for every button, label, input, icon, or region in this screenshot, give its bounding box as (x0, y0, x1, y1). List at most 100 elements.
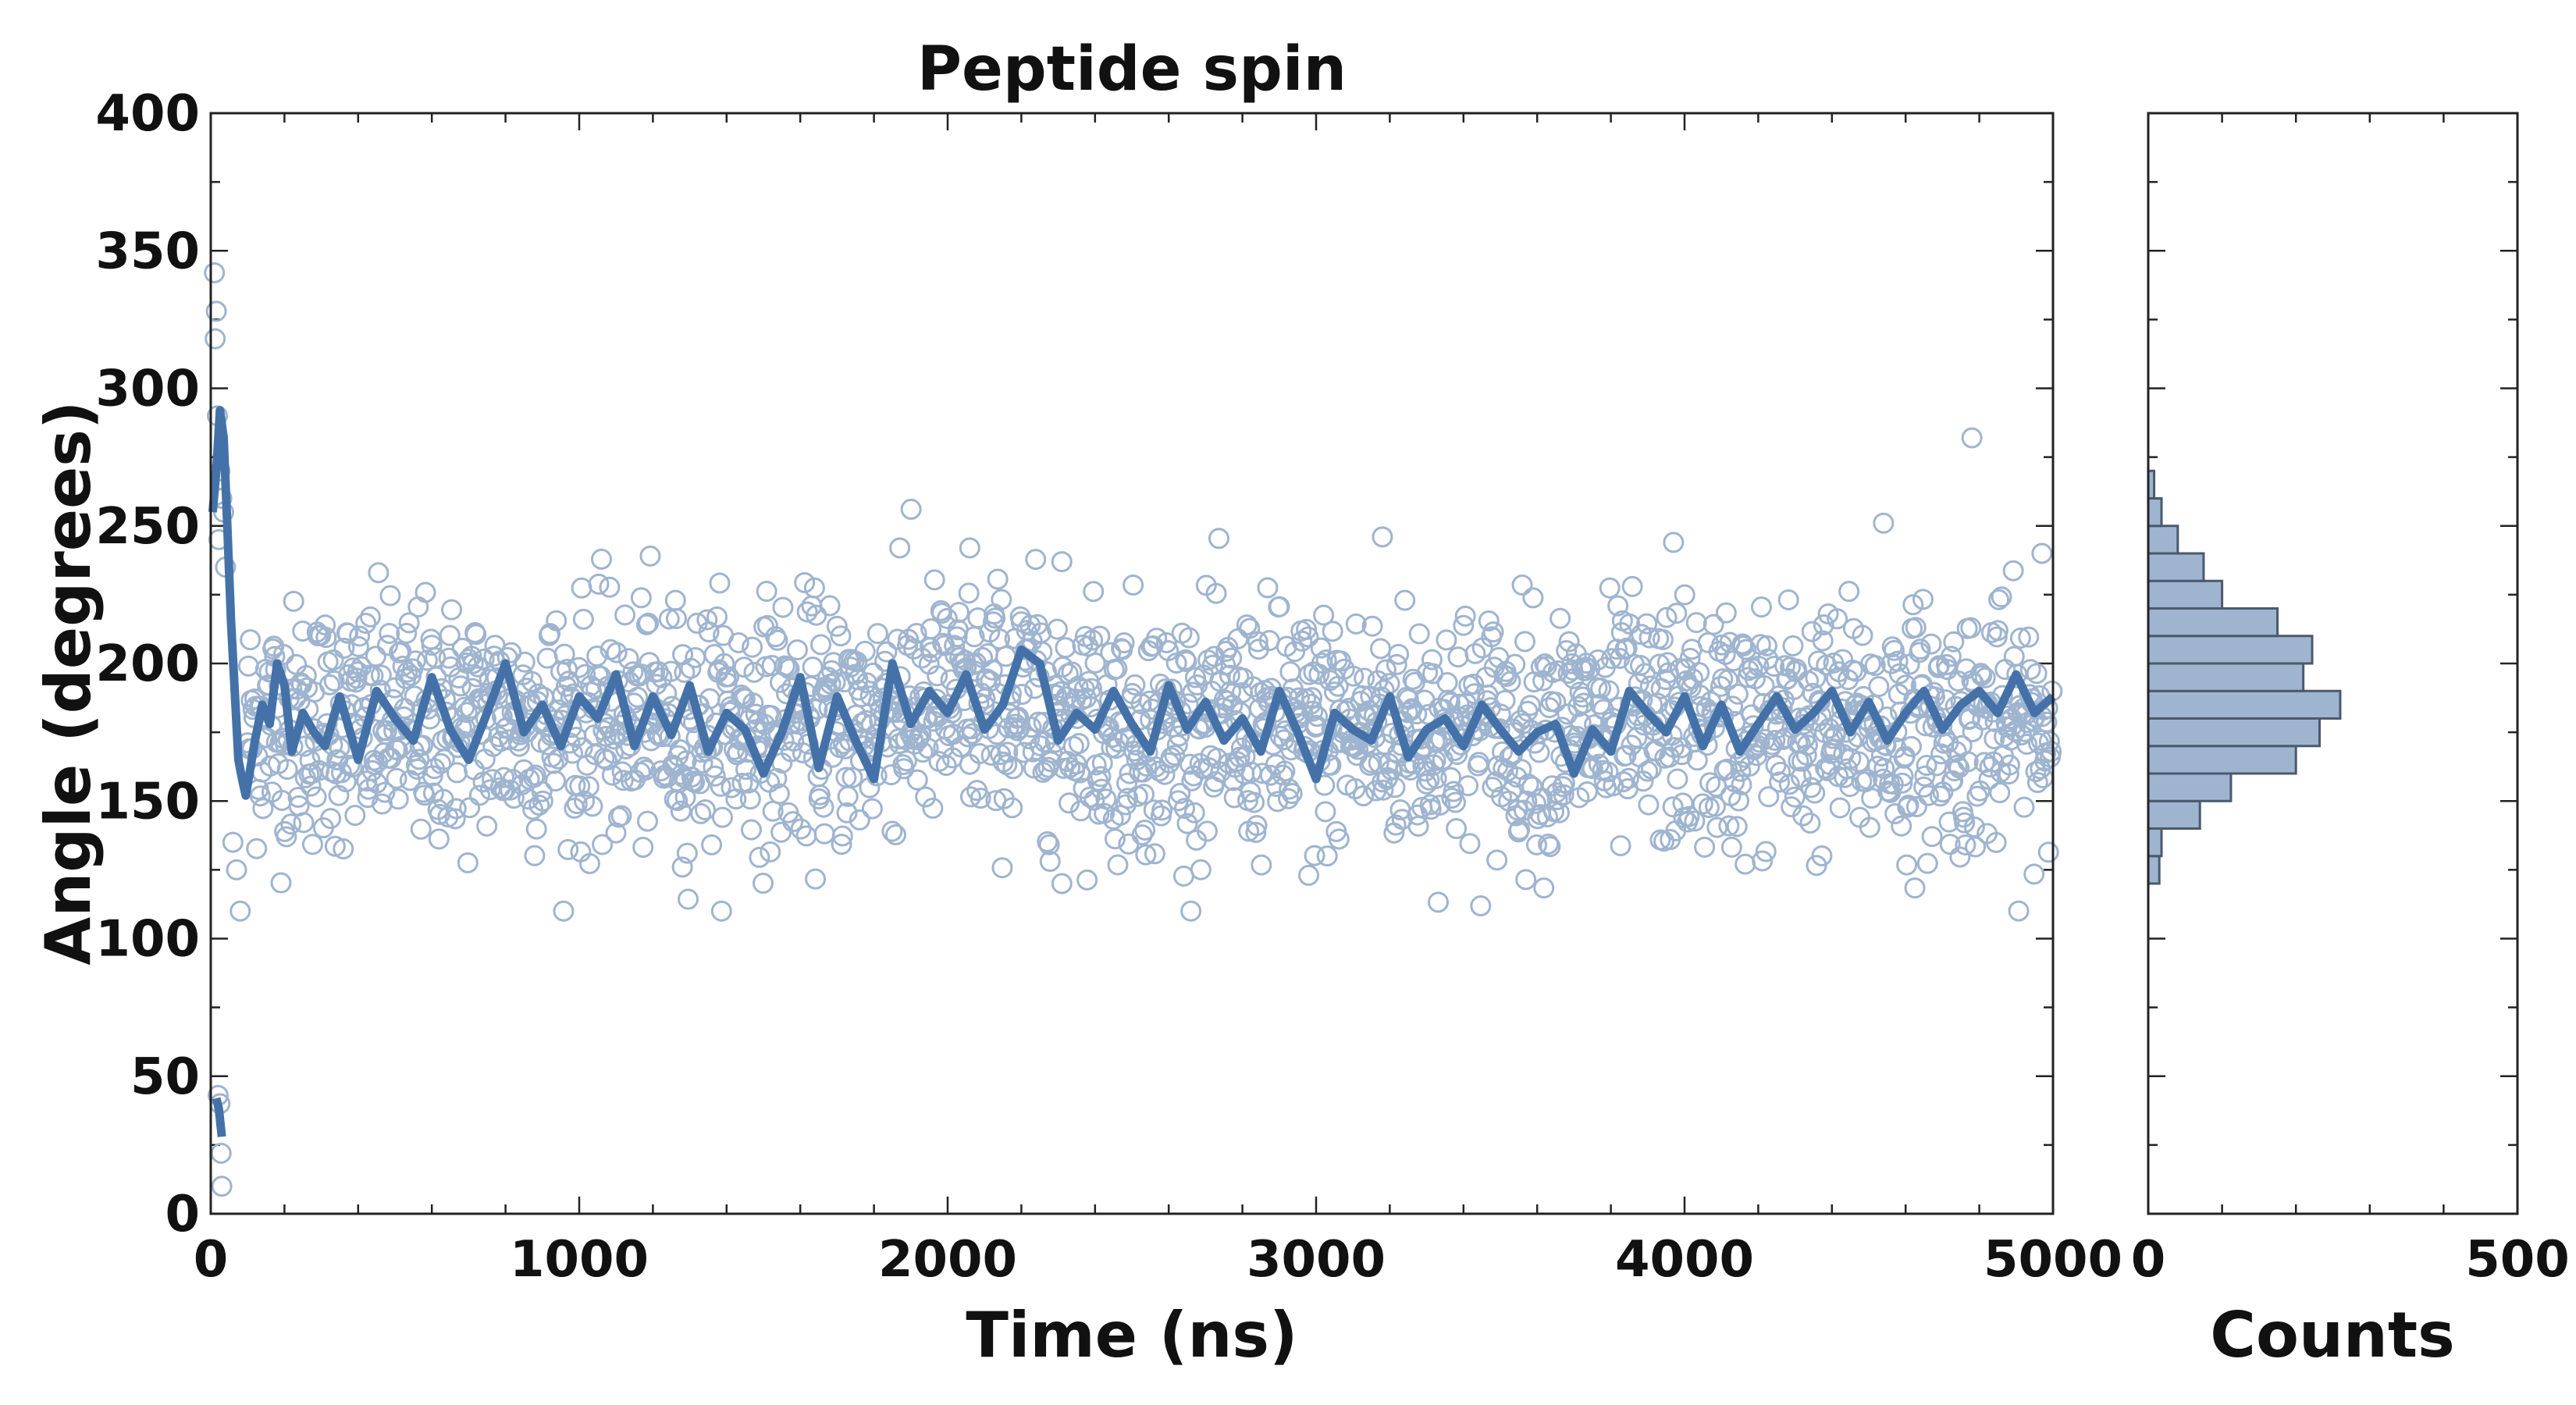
scatter-point (1887, 650, 1909, 672)
scatter-point (760, 841, 781, 863)
scatter-point (249, 785, 271, 807)
scatter-point (742, 636, 763, 658)
scatter-point (1674, 584, 1695, 606)
scatter-point (1288, 687, 1310, 709)
scatter-point (1151, 799, 1173, 821)
scatter-point (696, 609, 718, 631)
scatter-point (1914, 765, 1936, 787)
scatter-point (861, 798, 883, 820)
scatter-point (1176, 813, 1198, 834)
scatter-point (596, 749, 617, 771)
scatter-point (1447, 646, 1469, 668)
scatter-point (1917, 784, 1939, 806)
scatter-point (1621, 575, 1643, 597)
scatter-point (849, 809, 870, 831)
scatter-point (543, 752, 564, 774)
scatter-point (970, 788, 991, 809)
scatter-point (852, 712, 873, 734)
scatter-point (1587, 649, 1609, 670)
x-tick-label: 0 (194, 1231, 229, 1289)
scatter-point (1553, 772, 1575, 794)
scatter-point (1425, 767, 1447, 789)
scatter-point (276, 759, 298, 781)
scatter-point (614, 604, 636, 626)
scatter-point (2038, 731, 2060, 752)
scatter-point (1440, 767, 1462, 788)
scatter-point (906, 622, 927, 644)
scatter-point (1735, 853, 1756, 875)
x-axis-label: Time (ns) (966, 1299, 1297, 1371)
scatter-point (240, 629, 262, 651)
scatter-point (1030, 735, 1051, 756)
scatter-point (1246, 815, 1268, 837)
histogram-bar (2147, 772, 2233, 802)
y-tick-label: 0 (165, 1186, 200, 1243)
scatter-point (1386, 653, 1407, 675)
scatter-point (1041, 742, 1063, 763)
scatter-point (959, 537, 980, 559)
scatter-point (1511, 574, 1533, 596)
scatter-point (932, 632, 954, 654)
main-plot-ticks: 0 1000 2000 3000 4000 5000 0 50 100 150 200 250 300 3… (95, 85, 2122, 1289)
scatter-point (1930, 743, 1952, 765)
scatter-point (935, 755, 957, 777)
scatter-point (718, 666, 740, 688)
scatter-point (1079, 786, 1101, 808)
scatter-point (1301, 687, 1323, 709)
scatter-point (1731, 774, 1752, 795)
scatter-point (1184, 667, 1206, 688)
scatter-point (1989, 782, 2011, 804)
scatter-point (1257, 577, 1279, 599)
scatter-point (2009, 628, 2031, 649)
scatter-point (370, 664, 392, 686)
scatter-point (923, 569, 945, 591)
scatter-point (1025, 549, 1047, 571)
scatter-point (347, 661, 368, 683)
main-plot-frame (209, 112, 2055, 1215)
scatter-point (1905, 617, 1927, 638)
scatter-point (1408, 623, 1430, 645)
scatter-point (532, 790, 553, 812)
scatter-point (444, 808, 466, 830)
scatter-point (711, 806, 733, 828)
scatter-point (984, 607, 1006, 629)
scatter-point (1135, 844, 1157, 866)
scatter-point (1444, 791, 1466, 813)
scatter-point (1949, 846, 1971, 868)
scatter-point (1590, 678, 1612, 699)
scatter-point (1891, 772, 1913, 794)
scatter-point (1663, 532, 1685, 553)
scatter-point (315, 627, 337, 649)
rolling-mean-line (208, 406, 2056, 1137)
scatter-point (601, 764, 623, 786)
scatter-point (337, 622, 359, 644)
scatter-point (1617, 767, 1639, 789)
scatter-point (421, 635, 443, 656)
scatter-point (1307, 706, 1329, 727)
scatter-point (906, 769, 928, 791)
scatter-point (1954, 812, 1976, 834)
chart-title: Peptide spin (917, 34, 1347, 105)
scatter-point (1236, 614, 1258, 636)
scatter-point (547, 748, 569, 770)
scatter-point (1634, 663, 1656, 685)
scatter-point (1782, 635, 1804, 656)
scatter-point (524, 845, 546, 866)
scatter-point (1482, 621, 1504, 643)
x-tick-label: 5000 (1984, 1231, 2122, 1289)
scatter-point (1796, 735, 1818, 756)
scatter-point (836, 802, 858, 823)
scatter-point (446, 762, 468, 784)
scatter-point (562, 742, 584, 764)
scatter-point (1002, 758, 1024, 780)
y-tick-label: 200 (95, 635, 200, 693)
scatter-point (1019, 614, 1041, 636)
scatter-point (813, 796, 834, 818)
scatter-point (987, 568, 1009, 590)
scatter-point (578, 852, 600, 874)
scatter-point (293, 812, 315, 834)
scatter-point (991, 857, 1013, 879)
scatter-point (1176, 651, 1197, 673)
scatter-point (1219, 664, 1240, 686)
scatter-point (1985, 831, 2007, 853)
